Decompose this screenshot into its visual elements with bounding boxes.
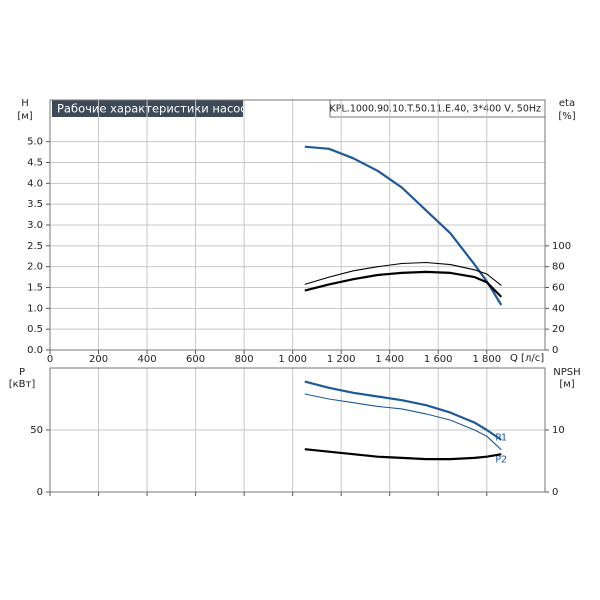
y2-axis-unit: [м]	[559, 379, 574, 390]
chart-title: Рабочие характеристики насоса	[57, 102, 254, 116]
y-axis-label: P	[19, 367, 25, 378]
y2-tick-label: 0	[552, 345, 558, 356]
y2-tick-label: 0	[552, 487, 558, 498]
x-tick-label: 800	[235, 354, 254, 365]
series-line	[304, 380, 502, 441]
y-tick-label: 3.5	[27, 199, 43, 210]
y-axis-unit: [кВт]	[9, 379, 36, 390]
y-tick-label: 0.0	[27, 345, 43, 356]
x-tick-label: 600	[186, 354, 205, 365]
series-line	[304, 448, 502, 461]
series-line	[304, 393, 502, 451]
y2-tick-label: 40	[552, 303, 565, 314]
x-tick-label: 200	[89, 354, 108, 365]
series-label: P1	[495, 432, 507, 443]
y-tick-label: 0	[37, 487, 43, 498]
y2-tick-label: 100	[552, 241, 571, 252]
y2-axis-label: NPSH	[553, 367, 580, 378]
y-tick-label: 2.5	[27, 241, 43, 252]
y-tick-label: 1.0	[27, 303, 43, 314]
x-tick-label: 1 200	[327, 354, 356, 365]
y2-tick-label: 80	[552, 262, 565, 273]
series-line	[304, 270, 503, 298]
chart-subtitle: KPL.1000.90.10.T.50.11.E.40, 3*400 V, 50…	[330, 104, 541, 115]
y-tick-label: 1.5	[27, 283, 43, 294]
x-tick-label: 1 800	[472, 354, 501, 365]
series-line	[304, 145, 503, 306]
y-tick-label: 4.5	[27, 158, 43, 169]
y-tick-label: 3.0	[27, 220, 43, 231]
y-tick-label: 0.5	[27, 324, 43, 335]
x-tick-label: 0	[47, 354, 53, 365]
y-axis-label: H	[21, 98, 29, 109]
y2-axis-unit: [%]	[558, 111, 575, 122]
y-tick-label: 2.0	[27, 262, 43, 273]
y2-tick-label: 20	[552, 324, 565, 335]
y-tick-label: 4.0	[27, 178, 43, 189]
y2-axis-label: eta	[559, 98, 575, 109]
x-tick-label: 1 000	[278, 354, 307, 365]
x-axis-label: Q [л/с]	[510, 353, 544, 364]
plot-frame	[49, 99, 546, 351]
y-axis-unit: [м]	[17, 111, 32, 122]
x-tick-label: 1 400	[375, 354, 404, 365]
x-tick-label: 400	[138, 354, 157, 365]
x-tick-label: 1 600	[424, 354, 453, 365]
series-label: P2	[495, 454, 507, 465]
y-tick-label: 5.0	[27, 137, 43, 148]
plot-frame	[49, 367, 546, 493]
y-tick-label: 50	[30, 425, 43, 436]
y2-tick-label: 10	[552, 425, 565, 436]
series-line	[304, 261, 502, 286]
y2-tick-label: 60	[552, 283, 565, 294]
